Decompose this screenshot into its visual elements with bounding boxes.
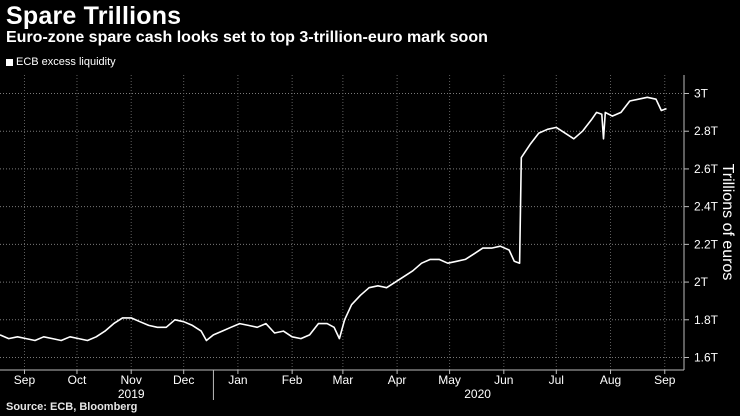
y-tick-label: 2T: [694, 275, 709, 289]
year-label: 2019: [118, 387, 145, 401]
y-tick-label: 2.2T: [694, 237, 719, 251]
y-tick-label: 2.8T: [694, 124, 719, 138]
legend: ECB excess liquidity: [6, 56, 116, 68]
x-tick-label: Feb: [282, 373, 303, 387]
x-tick-label: Jul: [549, 373, 564, 387]
x-tick-label: Sep: [14, 373, 36, 387]
x-tick-label: Oct: [68, 373, 87, 387]
chart-subtitle: Euro-zone spare cash looks set to top 3-…: [6, 29, 488, 46]
y-tick-label: 1.6T: [694, 351, 719, 365]
x-tick-label: Sep: [654, 373, 676, 387]
y-tick-label: 3T: [694, 87, 709, 101]
y-tick-label: 2.6T: [694, 162, 719, 176]
chart-title: Spare Trillions: [6, 2, 182, 30]
x-tick-label: Aug: [600, 373, 621, 387]
y-tick-label: 1.8T: [694, 313, 719, 327]
y-tick-labels: 1.6T 1.8T 2T 2.2T 2.4T 2.6T 2.8T 3T: [694, 87, 719, 365]
x-tick-label: Jan: [228, 373, 247, 387]
source-note: Source: ECB, Bloomberg: [6, 401, 138, 413]
series-layer: [0, 96, 667, 342]
x-tick-labels: Sep Oct Nov Dec Jan Feb Mar Apr May Jun Jul Aug Sep 2…: [14, 373, 676, 401]
x-tick-label: Mar: [333, 373, 354, 387]
legend-label: ECB excess liquidity: [16, 56, 116, 68]
x-tick-label: Nov: [121, 373, 142, 387]
year-label: 2020: [464, 387, 491, 401]
axes: [0, 75, 689, 400]
x-tick-label: May: [438, 373, 461, 387]
y-axis-label: Trillions of euros: [719, 164, 736, 281]
grid-lines: [0, 75, 684, 370]
series-line: [0, 96, 667, 342]
x-tick-label: Apr: [388, 373, 407, 387]
y-tick-label: 2.4T: [694, 200, 719, 214]
legend-swatch: [6, 58, 13, 66]
x-tick-label: Dec: [173, 373, 194, 387]
x-tick-label: Jun: [494, 373, 513, 387]
